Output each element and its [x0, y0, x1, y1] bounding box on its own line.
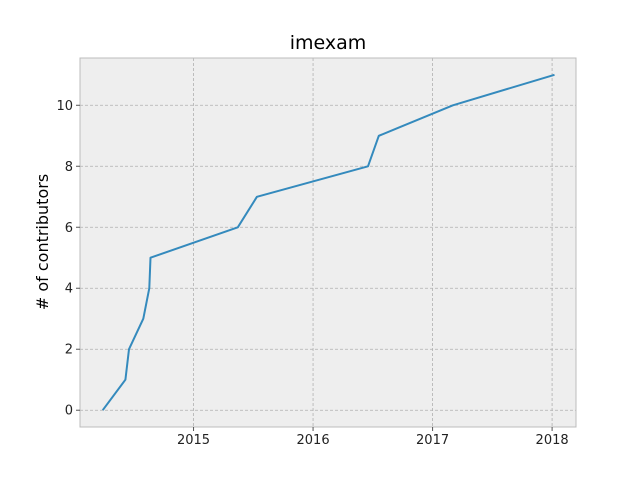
- plot-frame: [79, 57, 577, 428]
- y-tick-label: 2: [65, 343, 73, 358]
- y-tick-label: 6: [65, 221, 73, 236]
- y-axis-label: # of contributors: [33, 174, 52, 310]
- x-tick-label: 2017: [416, 433, 449, 448]
- chart-title: imexam: [290, 32, 367, 54]
- grid-lines: [80, 58, 576, 427]
- y-tick-label: 0: [65, 404, 73, 419]
- y-tick-label: 8: [65, 160, 73, 175]
- x-tick-label: 2016: [297, 433, 330, 448]
- contributors-line: [101, 73, 555, 411]
- x-tick-label: 2018: [536, 433, 569, 448]
- y-axis-ticks: 0 2 4 6 8 10: [56, 99, 80, 419]
- x-axis-ticks: 2015 2016 2017 2018: [177, 427, 569, 448]
- x-tick-label: 2015: [177, 433, 210, 448]
- y-tick-label: 10: [56, 99, 73, 114]
- plot-area: [80, 58, 576, 427]
- data-marks: [101, 73, 555, 411]
- y-tick-label: 4: [65, 282, 73, 297]
